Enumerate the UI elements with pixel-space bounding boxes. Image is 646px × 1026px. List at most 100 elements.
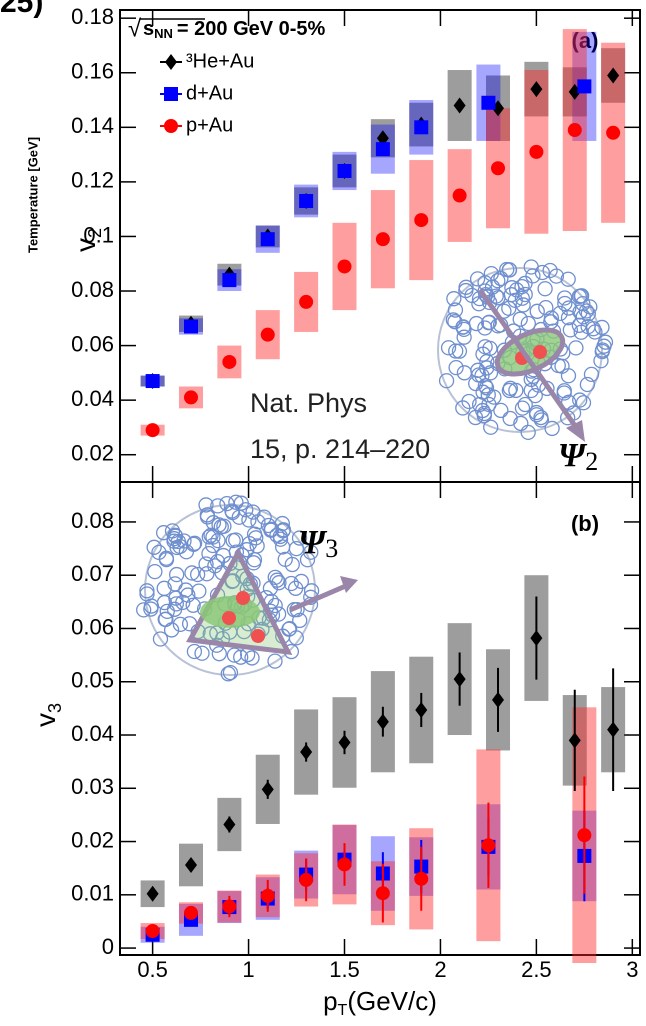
nucleon	[172, 616, 189, 633]
nucleon	[263, 521, 280, 537]
marker	[606, 125, 621, 140]
nucleon	[502, 410, 518, 427]
marker	[260, 232, 275, 247]
nucleon	[517, 286, 533, 303]
nucleon	[557, 295, 573, 312]
marker	[145, 423, 160, 438]
nucleon	[447, 302, 464, 318]
y-tick-label: 0.05	[71, 668, 114, 693]
nucleon	[198, 556, 214, 572]
legend-marker	[164, 119, 178, 133]
nucleon	[483, 419, 499, 435]
y-tick-label: 0.07	[71, 561, 114, 586]
nucleon	[205, 537, 221, 554]
title-sub: NN	[154, 26, 173, 41]
nucleon	[269, 572, 285, 588]
nucleon	[456, 329, 472, 345]
nucleon	[446, 291, 462, 307]
nucleon	[458, 282, 474, 299]
nucleon	[267, 597, 283, 614]
nucleon	[207, 558, 223, 574]
marker	[568, 732, 581, 749]
nucleon	[482, 340, 498, 357]
decorations	[136, 259, 614, 682]
nucleon	[291, 530, 308, 546]
nucleon	[525, 268, 541, 284]
nucleon	[190, 566, 206, 583]
panel-frame	[119, 481, 641, 956]
participant	[236, 591, 250, 605]
marker	[375, 232, 390, 247]
plane-arrow	[477, 288, 581, 432]
nucleon	[537, 281, 553, 297]
nucleon	[469, 271, 486, 287]
nucleon	[224, 573, 240, 590]
nucleon	[544, 420, 560, 437]
nucleon	[477, 378, 494, 394]
nucleon	[476, 405, 493, 422]
y-tick-label: 0.12	[71, 168, 114, 193]
nucleon	[456, 321, 472, 338]
marker	[529, 144, 544, 159]
nucleon	[168, 590, 184, 606]
nucleon	[520, 424, 536, 441]
marker	[222, 899, 237, 914]
nucleon	[303, 544, 319, 560]
nucleon	[143, 601, 159, 617]
marker	[337, 163, 352, 178]
nucleon	[136, 602, 152, 618]
x-tick-label: 2.5	[521, 957, 552, 982]
nucleon	[169, 566, 185, 583]
y-tick-label: 0.03	[71, 774, 114, 799]
nucleon	[299, 552, 316, 568]
nucleon	[560, 410, 576, 426]
nucleon	[445, 312, 461, 328]
y-tick-label: 0.02	[71, 827, 114, 852]
nucleon	[557, 290, 573, 306]
nucleon	[464, 287, 480, 304]
nucleon	[147, 563, 163, 580]
y-tick-label: 0.02	[71, 441, 114, 466]
marker	[223, 816, 236, 833]
y-tick-label: 0.18	[71, 4, 114, 29]
nucleon	[448, 360, 464, 376]
nucleon	[480, 387, 496, 403]
marker	[415, 701, 428, 718]
nucleon	[515, 297, 531, 313]
nucleon	[593, 353, 609, 369]
nucleon	[528, 407, 545, 423]
plane-symbol: Ψ2	[558, 437, 598, 476]
y-axis-label-main: v	[30, 713, 61, 727]
nucleon	[490, 290, 506, 306]
nucleon	[550, 357, 566, 374]
y-tick-label: 0.04	[71, 386, 114, 411]
radical: √	[128, 15, 142, 42]
nucleon	[482, 365, 499, 381]
nucleon	[210, 498, 226, 514]
legend-marker	[164, 87, 178, 101]
title-root: s	[143, 18, 154, 40]
participant	[222, 611, 236, 625]
y-tick-label: 0.1	[83, 222, 114, 247]
nucleon	[194, 645, 210, 661]
annotation: Nat. Phys	[250, 388, 367, 418]
marker	[145, 374, 160, 389]
nucleon	[271, 575, 287, 591]
y-tick-label: 0.14	[71, 113, 114, 138]
y-tick-label: 0.06	[71, 331, 114, 356]
arrow-head	[566, 420, 585, 442]
y-axis-label: v2	[70, 228, 104, 252]
marker	[376, 713, 389, 730]
marker	[300, 744, 313, 761]
nucleon	[233, 649, 249, 665]
nucleon	[582, 299, 598, 315]
participant	[533, 345, 547, 359]
nucleon	[583, 366, 600, 383]
nucleon	[517, 396, 533, 413]
marker	[375, 142, 390, 157]
nucleon	[572, 392, 588, 408]
y-axis-label-main: v	[70, 238, 101, 252]
marker	[183, 390, 198, 405]
nucleon	[448, 343, 464, 359]
